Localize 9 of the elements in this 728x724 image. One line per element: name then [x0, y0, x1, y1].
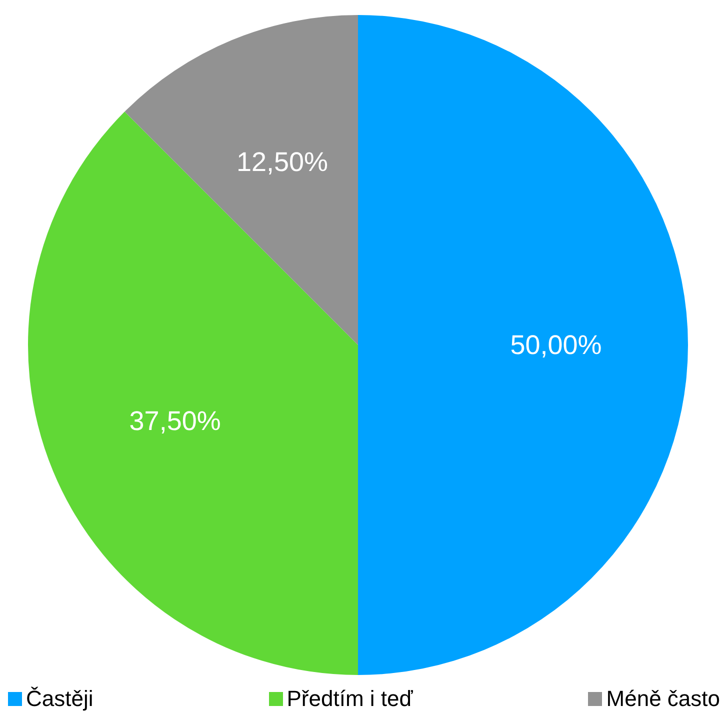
- legend-label: Předtím i teď: [286, 686, 413, 712]
- data-label: 37,50%: [129, 406, 221, 436]
- data-label: 12,50%: [236, 147, 328, 178]
- pie-slice: [28, 112, 358, 675]
- pie-slice: [124, 15, 358, 345]
- data-label: 50,00%: [510, 330, 602, 360]
- legend-label: Častěji: [26, 686, 94, 712]
- pie-slice: [358, 15, 688, 675]
- legend-label: Méně často: [606, 686, 720, 712]
